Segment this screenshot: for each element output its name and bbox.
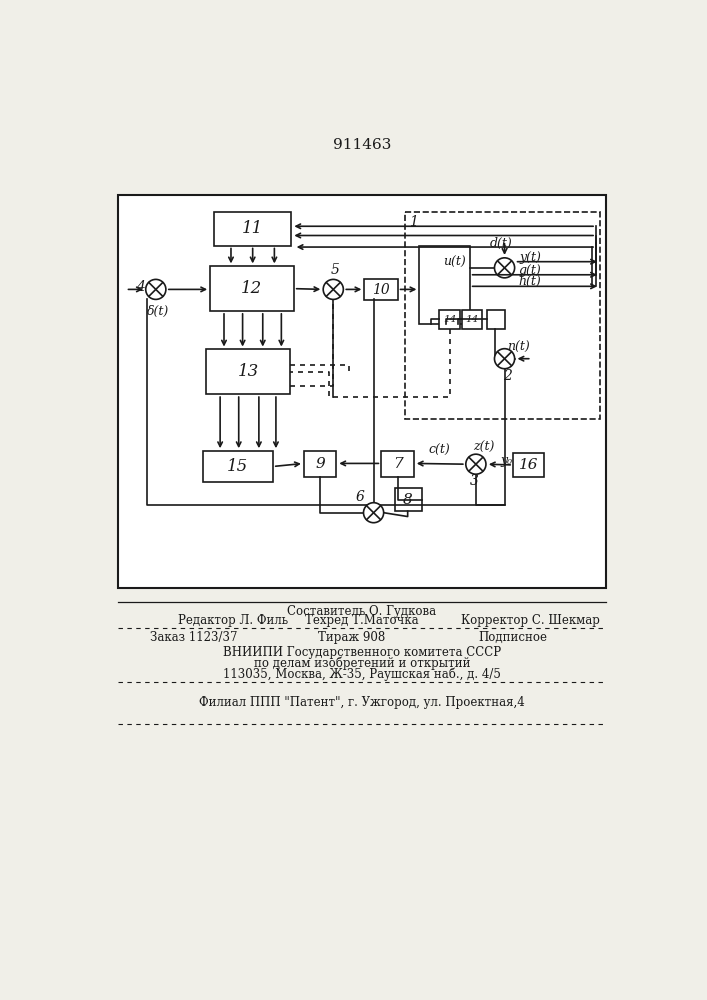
Text: 911463: 911463 bbox=[333, 138, 391, 152]
Text: ВНИИПИ Государственного комитета СССР: ВНИИПИ Государственного комитета СССР bbox=[223, 646, 501, 659]
Bar bbox=[364, 279, 397, 300]
Text: 14: 14 bbox=[443, 315, 456, 324]
Text: 1: 1 bbox=[409, 215, 419, 229]
Text: z(t): z(t) bbox=[473, 441, 494, 454]
Bar bbox=[381, 451, 414, 477]
Text: 12: 12 bbox=[241, 280, 262, 297]
Text: y₀: y₀ bbox=[501, 454, 513, 467]
Text: δ(t): δ(t) bbox=[147, 304, 169, 317]
Bar bbox=[462, 310, 482, 329]
Text: g(t): g(t) bbox=[519, 264, 542, 277]
Text: 10: 10 bbox=[372, 283, 390, 297]
Text: Заказ 1123/37: Заказ 1123/37 bbox=[151, 631, 238, 644]
Text: 4: 4 bbox=[136, 280, 145, 294]
Text: u(t): u(t) bbox=[443, 256, 465, 269]
Text: Тираж 908: Тираж 908 bbox=[318, 631, 385, 644]
Text: c(t): c(t) bbox=[428, 444, 450, 457]
Text: Корректор С. Шекмар: Корректор С. Шекмар bbox=[461, 614, 600, 627]
Text: 16: 16 bbox=[519, 458, 538, 472]
Text: 2: 2 bbox=[503, 369, 512, 383]
Bar bbox=[203, 451, 273, 482]
Text: n(t): n(t) bbox=[507, 341, 530, 354]
Text: Техред Т.Маточка: Техред Т.Маточка bbox=[305, 614, 419, 627]
Text: y(t): y(t) bbox=[519, 251, 541, 264]
Text: 7: 7 bbox=[392, 457, 402, 471]
Circle shape bbox=[466, 454, 486, 474]
Text: 15: 15 bbox=[228, 458, 249, 475]
Circle shape bbox=[363, 503, 384, 523]
Bar bbox=[206, 349, 290, 394]
Text: 3: 3 bbox=[470, 474, 479, 488]
Bar bbox=[395, 488, 421, 511]
Text: Филиал ППП "Патент", г. Ужгород, ул. Проектная,4: Филиал ППП "Патент", г. Ужгород, ул. Про… bbox=[199, 696, 525, 709]
Bar bbox=[440, 310, 460, 329]
Bar bbox=[214, 212, 291, 246]
Text: по делам изобретений и открытий: по делам изобретений и открытий bbox=[254, 657, 470, 670]
Text: 5: 5 bbox=[330, 263, 339, 277]
Bar bbox=[118, 195, 606, 588]
Bar bbox=[404, 212, 600, 419]
Text: 8: 8 bbox=[403, 493, 413, 507]
Circle shape bbox=[494, 349, 515, 369]
Bar bbox=[304, 451, 337, 477]
Text: 113035, Москва, Ж-35, Раушская наб., д. 4/5: 113035, Москва, Ж-35, Раушская наб., д. … bbox=[223, 668, 501, 681]
Bar bbox=[486, 310, 505, 329]
Text: h(t): h(t) bbox=[519, 275, 542, 288]
Text: Подписное: Подписное bbox=[479, 631, 548, 644]
Text: 9: 9 bbox=[315, 457, 325, 471]
Bar bbox=[513, 453, 544, 477]
Text: 14: 14 bbox=[465, 315, 479, 324]
Text: Составитель О. Гудкова: Составитель О. Гудкова bbox=[287, 605, 436, 618]
Text: 6: 6 bbox=[355, 490, 364, 504]
Circle shape bbox=[323, 279, 344, 299]
Bar bbox=[210, 266, 293, 311]
Circle shape bbox=[146, 279, 166, 299]
Text: d(t): d(t) bbox=[489, 237, 512, 250]
Text: 13: 13 bbox=[238, 363, 259, 380]
Text: 11: 11 bbox=[242, 220, 263, 237]
Text: Редактор Л. Филь: Редактор Л. Филь bbox=[177, 614, 288, 627]
Bar bbox=[419, 246, 469, 324]
Circle shape bbox=[494, 258, 515, 278]
